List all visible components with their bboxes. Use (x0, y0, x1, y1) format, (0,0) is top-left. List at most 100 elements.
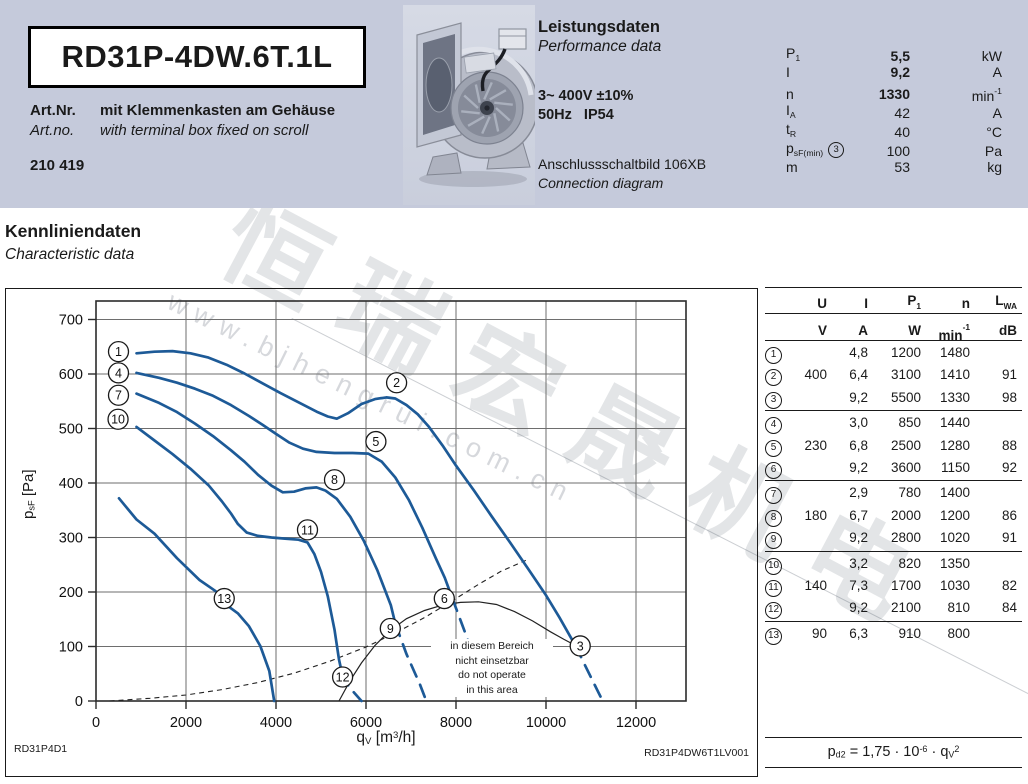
svg-text:12: 12 (336, 670, 350, 684)
fan-curve-dashed (393, 622, 428, 703)
warning-line: in diesem Bereich (450, 640, 534, 652)
dynamic-pressure-formula: pd2 = 1,75 · 10-6 · qV2 (765, 737, 1022, 768)
row-number-badge: 1 (765, 347, 782, 364)
curve-point-badge (379, 617, 401, 640)
curve-point-badge (213, 587, 235, 610)
curve-point-badge (107, 362, 130, 384)
row-number-badge: 4 (765, 417, 782, 435)
art-label-en: Art.no. (30, 122, 75, 139)
table-row: 4 3,0 850 1440 (765, 412, 1022, 435)
fan-curve (135, 425, 344, 676)
art-desc-de: mit Klemmenkasten am Gehäuse (100, 102, 336, 119)
article-number: 210 419 (30, 157, 85, 174)
model-title-box: RD31P-4DW.6T.1L (28, 26, 366, 88)
table-row: 8 180 6,7 2000 1200 86 (765, 505, 1022, 527)
fan-type-label (463, 52, 497, 74)
table-row: 7 2,9 780 1400 (765, 482, 1022, 505)
spec-row: I 9,2 A (786, 64, 1002, 80)
curve-point-badge (385, 372, 408, 394)
svg-text:6000: 6000 (350, 715, 382, 731)
table-row: 10 3,2 820 1350 (765, 553, 1022, 575)
svg-text:2: 2 (393, 376, 400, 390)
svg-text:1: 1 (115, 345, 122, 359)
perf-title-de: Leistungsdaten (538, 18, 660, 36)
svg-text:13: 13 (217, 592, 231, 606)
spec-row: P1 5,5 kW (786, 45, 1002, 64)
table-row: 13 90 6,3 910 800 (765, 623, 1022, 645)
row-number-badge: 7 (765, 487, 782, 505)
svg-text:100: 100 (59, 640, 83, 656)
curve-point-badge (107, 408, 129, 430)
svg-text:4: 4 (115, 366, 122, 380)
chart-code-right: RD31P4DW6T1LV001 (644, 747, 749, 759)
row-number-badge: 13 (765, 627, 782, 645)
connection-diagram-de: Anschlussschaltbild 106XB (538, 156, 707, 172)
chart-code-left: RD31P4D1 (14, 743, 68, 755)
art-desc-en: with terminal box fixed on scroll (100, 122, 309, 139)
row-number-badge: 11 (765, 579, 782, 597)
row-number-badge: 3 (765, 391, 782, 409)
row-number-badge: 10 (765, 557, 782, 575)
model-number: RD31P-4DW.6T.1L (61, 39, 333, 74)
fan-curve (135, 371, 454, 600)
plot-frame (95, 300, 687, 702)
svg-text:0: 0 (92, 715, 100, 731)
fan-curve-dashed (573, 644, 605, 703)
warning-line: do not operate (458, 669, 526, 681)
svg-text:500: 500 (59, 422, 83, 438)
svg-text:200: 200 (59, 585, 83, 601)
svg-text:6: 6 (441, 592, 448, 606)
table-row: 5 230 6,8 2500 1280 88 (765, 435, 1022, 457)
table-row: 12 9,2 2100 810 84 (765, 597, 1022, 620)
header-band: RD31P-4DW.6T.1L Art.Nr. mit Klemmenkaste… (0, 0, 1028, 208)
footnote-marker: 3 (828, 142, 845, 158)
svg-text:8000: 8000 (440, 715, 472, 731)
row-number-badge: 12 (765, 602, 782, 620)
svg-text:12000: 12000 (616, 715, 656, 731)
fan-curve (135, 349, 577, 647)
voltage-group: 13 90 6,3 910 800 (765, 620, 1022, 646)
curve-point-badge (331, 666, 354, 688)
article-block: Art.Nr. mit Klemmenkasten am Gehäuse Art… (30, 101, 335, 141)
row-number-badge: 8 (765, 509, 782, 527)
fan-curve (135, 392, 397, 625)
svg-text:11: 11 (301, 523, 314, 537)
voltage-group: 4 3,0 850 1440 5 230 6,8 2500 1280 88 6 9,2 3600 1150… (765, 410, 1022, 480)
art-label-de: Art.Nr. (30, 102, 76, 119)
svg-text:8: 8 (331, 473, 338, 487)
table-row: 9 9,2 2800 1020 91 (765, 527, 1022, 550)
fan-foot-left (426, 152, 462, 176)
performance-data-block: Leistungsdaten Performance data 3~ 400V … (538, 18, 706, 193)
warning-line: in this area (466, 683, 518, 696)
fan-impeller-inside-duct (426, 58, 452, 112)
curve-point-badge (365, 430, 387, 453)
connection-diagram-en: Connection diagram (538, 175, 664, 191)
spec-row: tR 40 °C (786, 121, 1002, 140)
voltage-spec: 3~ 400V ±10% (538, 88, 634, 104)
frequency-ip-spec: 50Hz IP54 (538, 107, 614, 123)
voltage-group: 1 4,8 1200 1480 2 400 6,4 3100 1410 91 3 9,2 5500 133… (765, 341, 1022, 410)
curve-point-badge (107, 341, 130, 363)
svg-text:700: 700 (59, 313, 83, 329)
row-number-badge: 5 (765, 439, 782, 457)
svg-text:10000: 10000 (526, 715, 566, 731)
x-axis-title: qV [m3/h] (356, 729, 416, 747)
voltage-group: 10 3,2 820 1350 11 140 7,3 1700 1030 82 12 9,2 2100 8… (765, 550, 1022, 621)
fan-product-photo (403, 5, 535, 205)
fan-terminal-box (498, 28, 527, 50)
table-row: 6 9,2 3600 1150 92 (765, 457, 1022, 479)
svg-text:3: 3 (577, 639, 584, 653)
spec-row: m 53 kg (786, 159, 1002, 175)
curve-point-badge (569, 635, 591, 657)
voltage-group: 7 2,9 780 1400 8 180 6,7 2000 1200 86 9 9,2 2800 1020… (765, 480, 1022, 550)
table-row: 1 4,8 1200 1480 (765, 342, 1022, 364)
fan-shadow (419, 171, 527, 187)
row-number-badge: 6 (765, 461, 782, 479)
svg-text:300: 300 (59, 531, 83, 547)
svg-text:4000: 4000 (260, 715, 292, 731)
curve-point-badge (323, 469, 346, 491)
fan-curve (117, 496, 276, 703)
